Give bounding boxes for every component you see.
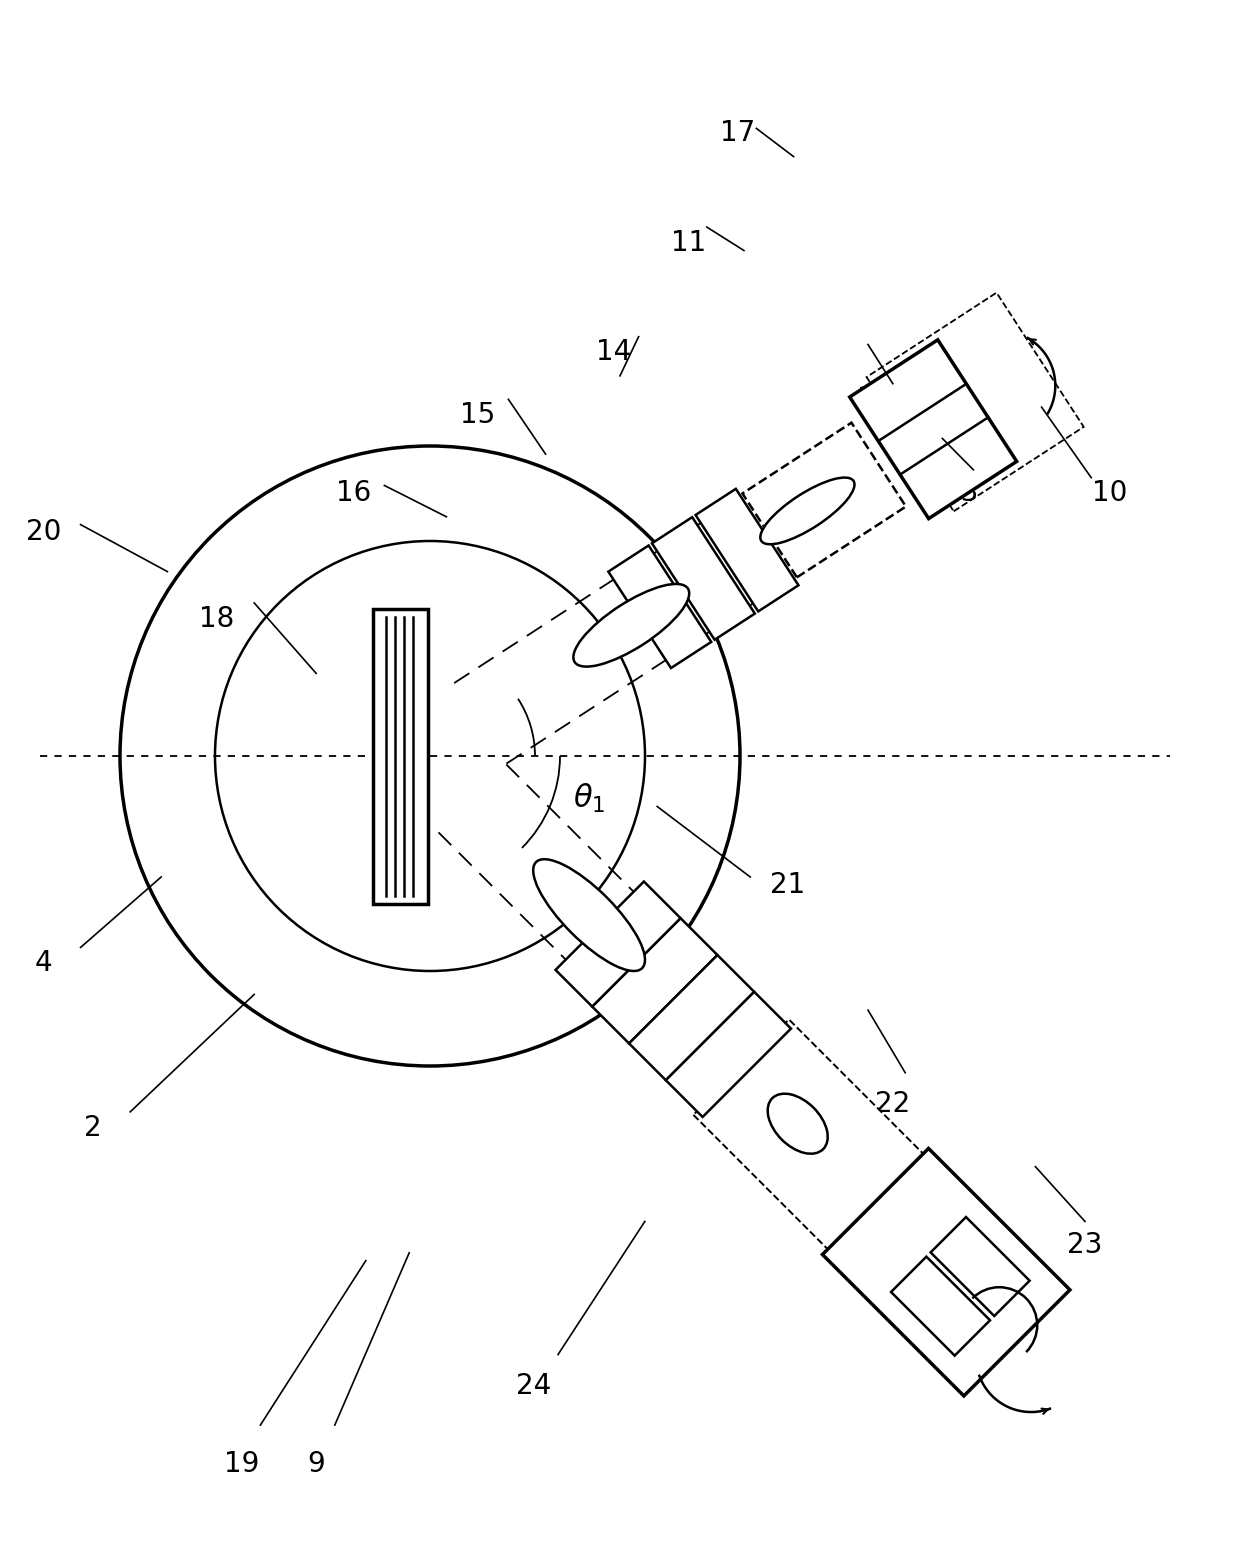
Text: 21: 21 [770,871,805,899]
Text: 18: 18 [200,604,234,633]
Bar [372,609,428,904]
Polygon shape [629,955,754,1081]
Polygon shape [892,1256,990,1356]
Polygon shape [743,423,906,578]
Polygon shape [609,545,712,669]
Text: 10: 10 [1092,479,1127,507]
Text: 4: 4 [35,949,52,977]
Polygon shape [666,991,791,1117]
Text: 19: 19 [224,1450,259,1478]
Polygon shape [593,918,718,1043]
Polygon shape [556,882,681,1007]
Ellipse shape [760,478,854,545]
Polygon shape [849,340,1017,518]
Text: 2: 2 [84,1113,102,1142]
Text: 24: 24 [516,1372,551,1400]
Ellipse shape [768,1093,828,1154]
Text: 23: 23 [1068,1231,1102,1259]
Text: 13: 13 [944,479,978,507]
Ellipse shape [573,584,689,667]
Polygon shape [822,1148,1070,1395]
Text: 20: 20 [26,518,61,547]
Text: 15: 15 [460,401,495,429]
Text: 9: 9 [308,1450,325,1478]
Text: 14: 14 [596,338,631,366]
Text: 12: 12 [857,385,892,413]
Polygon shape [696,489,799,611]
Ellipse shape [533,860,645,971]
Text: $\theta_1$: $\theta_1$ [573,781,605,816]
Polygon shape [693,1019,945,1270]
Text: 11: 11 [671,229,706,257]
Polygon shape [652,517,755,640]
Text: $\theta$: $\theta$ [579,900,599,932]
Text: 22: 22 [875,1090,910,1118]
Text: 17: 17 [720,119,755,147]
Text: 16: 16 [336,479,371,507]
Polygon shape [931,1217,1029,1315]
